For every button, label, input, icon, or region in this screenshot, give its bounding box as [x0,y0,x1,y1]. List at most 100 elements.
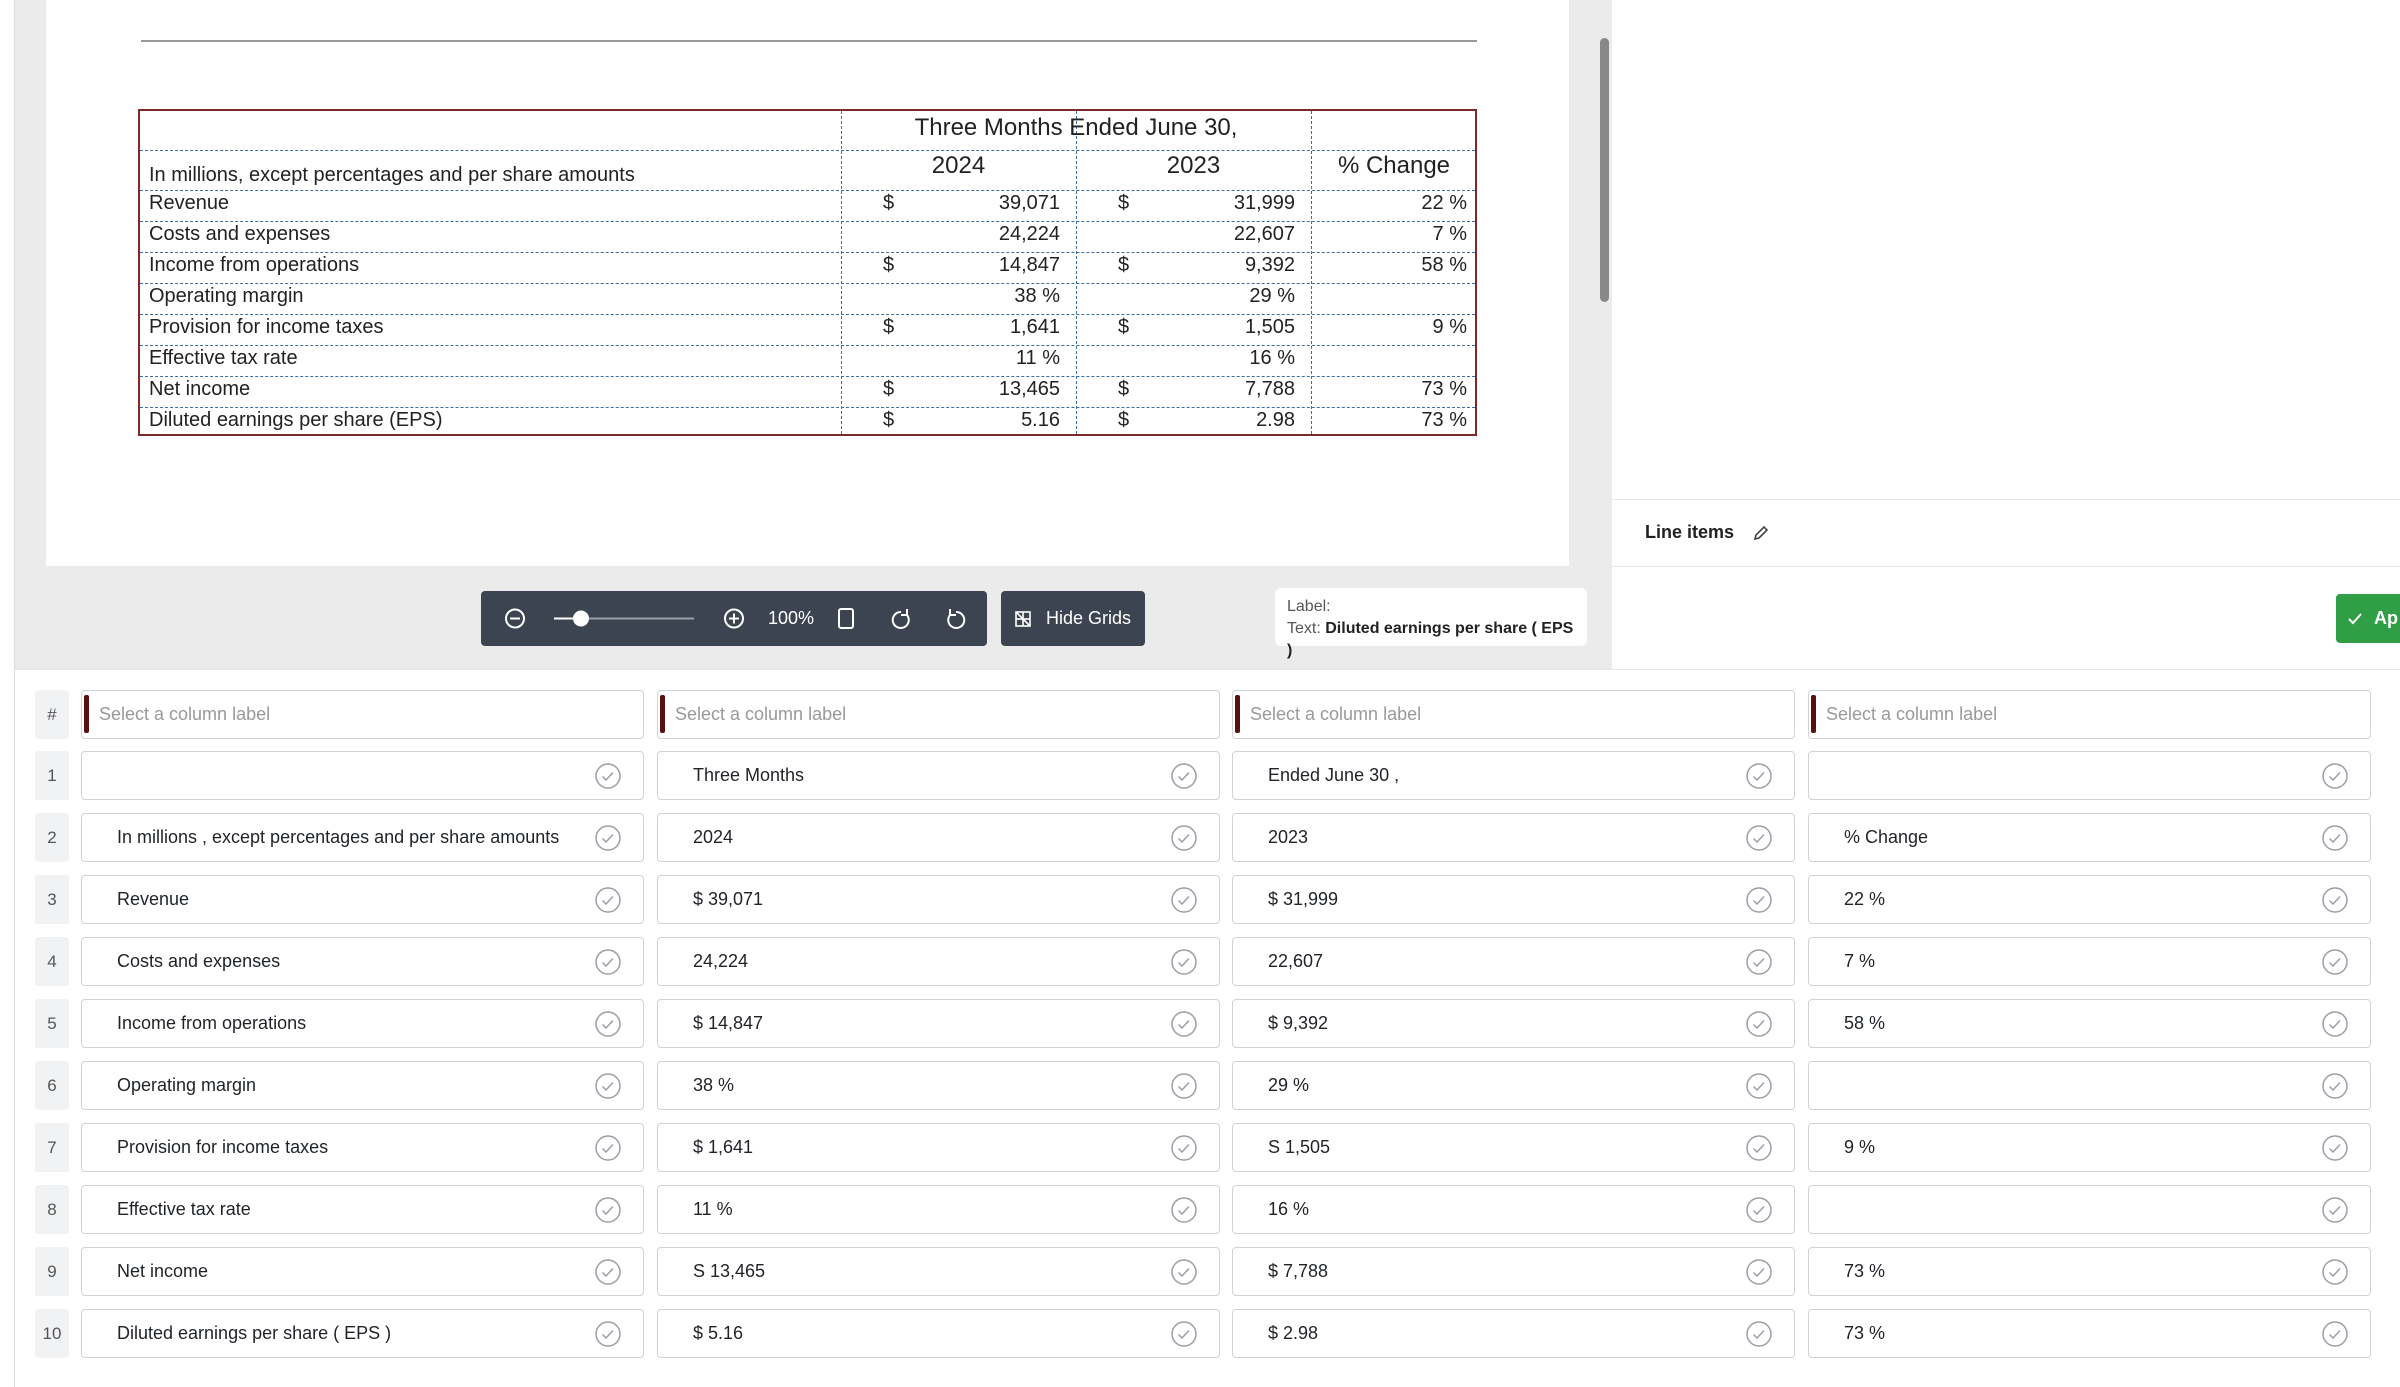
zoom-in[interactable] [724,608,744,629]
cell-input[interactable]: $ 5.16 [657,1309,1220,1358]
confirm-icon[interactable] [593,1133,623,1163]
cell-input[interactable]: $ 31,999 [1232,875,1795,924]
confirm-icon[interactable] [593,1319,623,1349]
column-label-select[interactable]: Select a column label [657,690,1220,739]
cell-input[interactable]: 9 % [1808,1123,2371,1172]
confirm-icon[interactable] [1169,1133,1199,1163]
change: 22 % [1421,192,1467,214]
cell-input[interactable] [81,751,644,800]
cell-input[interactable]: S 13,465 [657,1247,1220,1296]
cell-input[interactable]: $ 9,392 [1232,999,1795,1048]
cell-input[interactable] [1808,751,2371,800]
cell-input[interactable]: 73 % [1808,1309,2371,1358]
cell-input[interactable] [1808,1061,2371,1110]
column-label-select[interactable]: Select a column label [1232,690,1795,739]
rotate-right[interactable] [947,609,966,629]
value-2024: 39,071 [998,192,1060,214]
text-prefix: Text: [1287,620,1321,637]
cell-input[interactable] [1808,1185,2371,1234]
confirm-icon[interactable] [593,823,623,853]
cell-input[interactable]: Operating margin [81,1061,644,1110]
cell-input[interactable]: 24,224 [657,937,1220,986]
confirm-icon[interactable] [1169,885,1199,915]
confirm-icon[interactable] [2320,947,2350,977]
cell-input[interactable]: 16 % [1232,1185,1795,1234]
cell-input[interactable]: $ 2.98 [1232,1309,1795,1358]
confirm-icon[interactable] [1744,823,1774,853]
cell-input[interactable]: 7 % [1808,937,2371,986]
confirm-icon[interactable] [2320,823,2350,853]
confirm-icon[interactable] [1744,1319,1774,1349]
confirm-icon[interactable] [2320,1257,2350,1287]
confirm-icon[interactable] [1744,1009,1774,1039]
confirm-icon[interactable] [1169,947,1199,977]
confirm-icon[interactable] [2320,1195,2350,1225]
cell-input[interactable]: 73 % [1808,1247,2371,1296]
confirm-icon[interactable] [1744,1195,1774,1225]
confirm-icon[interactable] [1744,1257,1774,1287]
confirm-icon[interactable] [1744,761,1774,791]
confirm-icon[interactable] [2320,1009,2350,1039]
cell-input[interactable]: 58 % [1808,999,2371,1048]
fit-page[interactable] [838,608,854,629]
confirm-icon[interactable] [1169,823,1199,853]
cell-input[interactable]: Three Months [657,751,1220,800]
row-label: Costs and expenses [149,223,331,245]
confirm-icon[interactable] [2320,1071,2350,1101]
cell-input[interactable]: Diluted earnings per share ( EPS ) [81,1309,644,1358]
cell-input[interactable]: 2023 [1232,813,1795,862]
column-label-select[interactable]: Select a column label [1808,690,2371,739]
confirm-icon[interactable] [2320,1319,2350,1349]
cell-input[interactable]: % Change [1808,813,2371,862]
cell-input[interactable]: $ 39,071 [657,875,1220,924]
cell-input[interactable]: S 1,505 [1232,1123,1795,1172]
confirm-icon[interactable] [593,1195,623,1225]
cell-input[interactable]: $ 7,788 [1232,1247,1795,1296]
scrollbar[interactable] [1600,38,1609,302]
confirm-icon[interactable] [2320,1133,2350,1163]
confirm-icon[interactable] [1169,1319,1199,1349]
confirm-icon[interactable] [1169,1195,1199,1225]
confirm-icon[interactable] [1744,885,1774,915]
confirm-icon[interactable] [2320,761,2350,791]
cell-input[interactable]: 2024 [657,813,1220,862]
cell-input[interactable]: Ended June 30 , [1232,751,1795,800]
cell-input[interactable]: $ 14,847 [657,999,1220,1048]
confirm-icon[interactable] [1744,947,1774,977]
confirm-icon[interactable] [1744,1133,1774,1163]
hide-grids-button[interactable]: Hide Grids [1001,591,1145,646]
change: 73 % [1421,378,1467,400]
confirm-icon[interactable] [593,885,623,915]
edit-icon[interactable] [1752,524,1770,542]
cell-input[interactable]: Net income [81,1247,644,1296]
zoom-thumb[interactable] [573,610,589,627]
confirm-icon[interactable] [1169,1071,1199,1101]
confirm-icon[interactable] [593,947,623,977]
confirm-icon[interactable] [593,1009,623,1039]
confirm-icon[interactable] [593,1257,623,1287]
confirm-icon[interactable] [1744,1071,1774,1101]
cell-input[interactable]: $ 1,641 [657,1123,1220,1172]
cell-input[interactable]: 29 % [1232,1061,1795,1110]
cell-input[interactable]: 38 % [657,1061,1220,1110]
cell-input[interactable]: Costs and expenses [81,937,644,986]
change: 73 % [1421,409,1467,431]
cell-input[interactable]: Provision for income taxes [81,1123,644,1172]
cell-input[interactable]: 22,607 [1232,937,1795,986]
cell-input[interactable]: Effective tax rate [81,1185,644,1234]
confirm-icon[interactable] [593,761,623,791]
cell-input[interactable]: 22 % [1808,875,2371,924]
cell-input[interactable]: In millions , except percentages and per… [81,813,644,862]
confirm-icon[interactable] [1169,1009,1199,1039]
cell-input[interactable]: Revenue [81,875,644,924]
confirm-icon[interactable] [1169,761,1199,791]
confirm-icon[interactable] [593,1071,623,1101]
zoom-out[interactable] [505,608,525,629]
cell-input[interactable]: 11 % [657,1185,1220,1234]
confirm-icon[interactable] [1169,1257,1199,1287]
apply-button[interactable]: Ap [2336,594,2400,643]
rotate-left[interactable] [891,609,910,629]
confirm-icon[interactable] [2320,885,2350,915]
column-label-select[interactable]: Select a column label [81,690,644,739]
cell-input[interactable]: Income from operations [81,999,644,1048]
